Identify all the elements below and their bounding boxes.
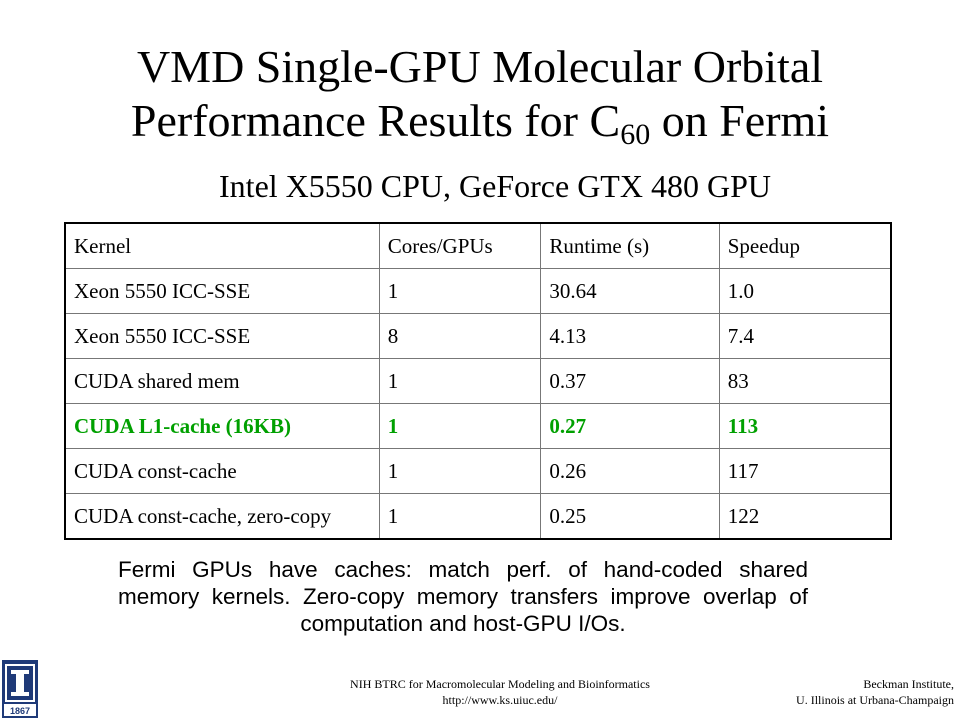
table-row-highlighted: CUDA L1-cache (16KB) 1 0.27 113 [64,403,892,449]
cell-cores: 1 [378,358,542,404]
cell-speedup: 122 [718,493,892,540]
cell-cores: 1 [378,403,542,449]
title-line-2-suffix: on Fermi [650,95,830,146]
table-header-row: Kernel Cores/GPUs Runtime (s) Speedup [64,222,892,269]
cell-speedup: 83 [718,358,892,404]
cell-cores: 8 [378,313,542,359]
footer-university: U. Illinois at Urbana-Champaign [796,693,954,707]
header-kernel: Kernel [64,222,380,269]
footer-right: Beckman Institute, U. Illinois at Urbana… [714,676,954,708]
table-row: CUDA const-cache, zero-copy 1 0.25 122 [64,493,892,540]
cell-kernel: CUDA L1-cache (16KB) [64,403,380,449]
slide-title: VMD Single-GPU Molecular Orbital Perform… [0,40,960,151]
cell-runtime: 0.25 [540,493,720,540]
header-speedup: Speedup [718,222,892,269]
header-runtime: Runtime (s) [540,222,720,269]
title-line-2-text: Performance Results for C [130,95,621,146]
cell-runtime: 30.64 [540,268,720,314]
cell-runtime: 0.27 [540,403,720,449]
cell-kernel: CUDA shared mem [64,358,380,404]
logo-year: 1867 [10,706,30,716]
cell-kernel: CUDA const-cache [64,448,380,494]
cell-speedup: 113 [718,403,892,449]
cell-kernel: Xeon 5550 ICC-SSE [64,268,380,314]
cell-cores: 1 [378,448,542,494]
header-cores-gpus: Cores/GPUs [378,222,542,269]
footer-organization: NIH BTRC for Macromolecular Modeling and… [350,677,650,691]
slide-body-text: Fermi GPUs have caches: match perf. of h… [118,557,808,636]
slide-subtitle: Intel X5550 CPU, GeForce GTX 480 GPU [219,168,771,204]
logo-graphic: 1867 [2,660,38,718]
cell-cores: 1 [378,493,542,540]
cell-speedup: 117 [718,448,892,494]
cell-runtime: 0.37 [540,358,720,404]
title-subscript: 60 [620,118,651,151]
title-line-1: VMD Single-GPU Molecular Orbital [136,41,824,92]
cell-runtime: 4.13 [540,313,720,359]
cell-speedup: 1.0 [718,268,892,314]
title-line-2: Performance Results for C60 on Fermi [0,94,960,151]
cell-runtime: 0.26 [540,448,720,494]
cell-cores: 1 [378,268,542,314]
table-row: CUDA const-cache 1 0.26 117 [64,448,892,494]
cell-speedup: 7.4 [718,313,892,359]
results-table: Kernel Cores/GPUs Runtime (s) Speedup Xe… [64,222,892,540]
footer-institute: Beckman Institute, [863,677,954,691]
table-row: Xeon 5550 ICC-SSE 8 4.13 7.4 [64,313,892,359]
footer-center: NIH BTRC for Macromolecular Modeling and… [220,676,780,708]
table-row: Xeon 5550 ICC-SSE 1 30.64 1.0 [64,268,892,314]
cell-kernel: CUDA const-cache, zero-copy [64,493,380,540]
university-of-illinois-logo-icon: 1867 [2,660,38,718]
cell-kernel: Xeon 5550 ICC-SSE [64,313,380,359]
footer-url: http://www.ks.uiuc.edu/ [442,693,558,707]
table-row: CUDA shared mem 1 0.37 83 [64,358,892,404]
